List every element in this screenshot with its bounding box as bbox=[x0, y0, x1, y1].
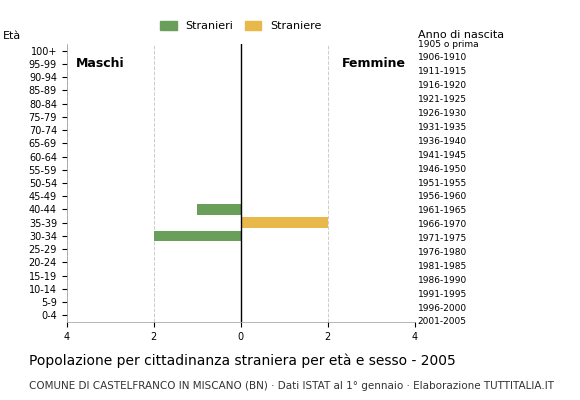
Text: 1905 o prima: 1905 o prima bbox=[418, 40, 478, 48]
Text: Età: Età bbox=[3, 31, 21, 41]
Text: Popolazione per cittadinanza straniera per età e sesso - 2005: Popolazione per cittadinanza straniera p… bbox=[29, 354, 456, 368]
Text: 1976-1980: 1976-1980 bbox=[418, 248, 467, 257]
Text: 1921-1925: 1921-1925 bbox=[418, 95, 466, 104]
Text: 1951-1955: 1951-1955 bbox=[418, 178, 467, 188]
Text: 1946-1950: 1946-1950 bbox=[418, 165, 467, 174]
Text: Maschi: Maschi bbox=[75, 57, 124, 70]
Text: 1971-1975: 1971-1975 bbox=[418, 234, 467, 243]
Text: Femmine: Femmine bbox=[342, 57, 406, 70]
Text: 1911-1915: 1911-1915 bbox=[418, 67, 467, 76]
Text: 1926-1930: 1926-1930 bbox=[418, 109, 467, 118]
Text: 2001-2005: 2001-2005 bbox=[418, 318, 466, 326]
Text: 1906-1910: 1906-1910 bbox=[418, 54, 467, 62]
Legend: Stranieri, Straniere: Stranieri, Straniere bbox=[155, 16, 326, 36]
Bar bbox=[197, 204, 241, 215]
Bar bbox=[154, 231, 241, 241]
Text: 1916-1920: 1916-1920 bbox=[418, 81, 467, 90]
Text: 1941-1945: 1941-1945 bbox=[418, 151, 466, 160]
Text: 1986-1990: 1986-1990 bbox=[418, 276, 467, 285]
Bar bbox=[241, 218, 328, 228]
Text: 1966-1970: 1966-1970 bbox=[418, 220, 467, 229]
Text: 1981-1985: 1981-1985 bbox=[418, 262, 467, 271]
Text: 1961-1965: 1961-1965 bbox=[418, 206, 467, 215]
Text: 1936-1940: 1936-1940 bbox=[418, 137, 467, 146]
Text: 1996-2000: 1996-2000 bbox=[418, 304, 467, 313]
Text: 1991-1995: 1991-1995 bbox=[418, 290, 467, 299]
Text: 1956-1960: 1956-1960 bbox=[418, 192, 467, 202]
Text: Anno di nascita: Anno di nascita bbox=[418, 30, 503, 40]
Text: 1931-1935: 1931-1935 bbox=[418, 123, 467, 132]
Text: COMUNE DI CASTELFRANCO IN MISCANO (BN) · Dati ISTAT al 1° gennaio · Elaborazione: COMUNE DI CASTELFRANCO IN MISCANO (BN) ·… bbox=[29, 381, 554, 391]
